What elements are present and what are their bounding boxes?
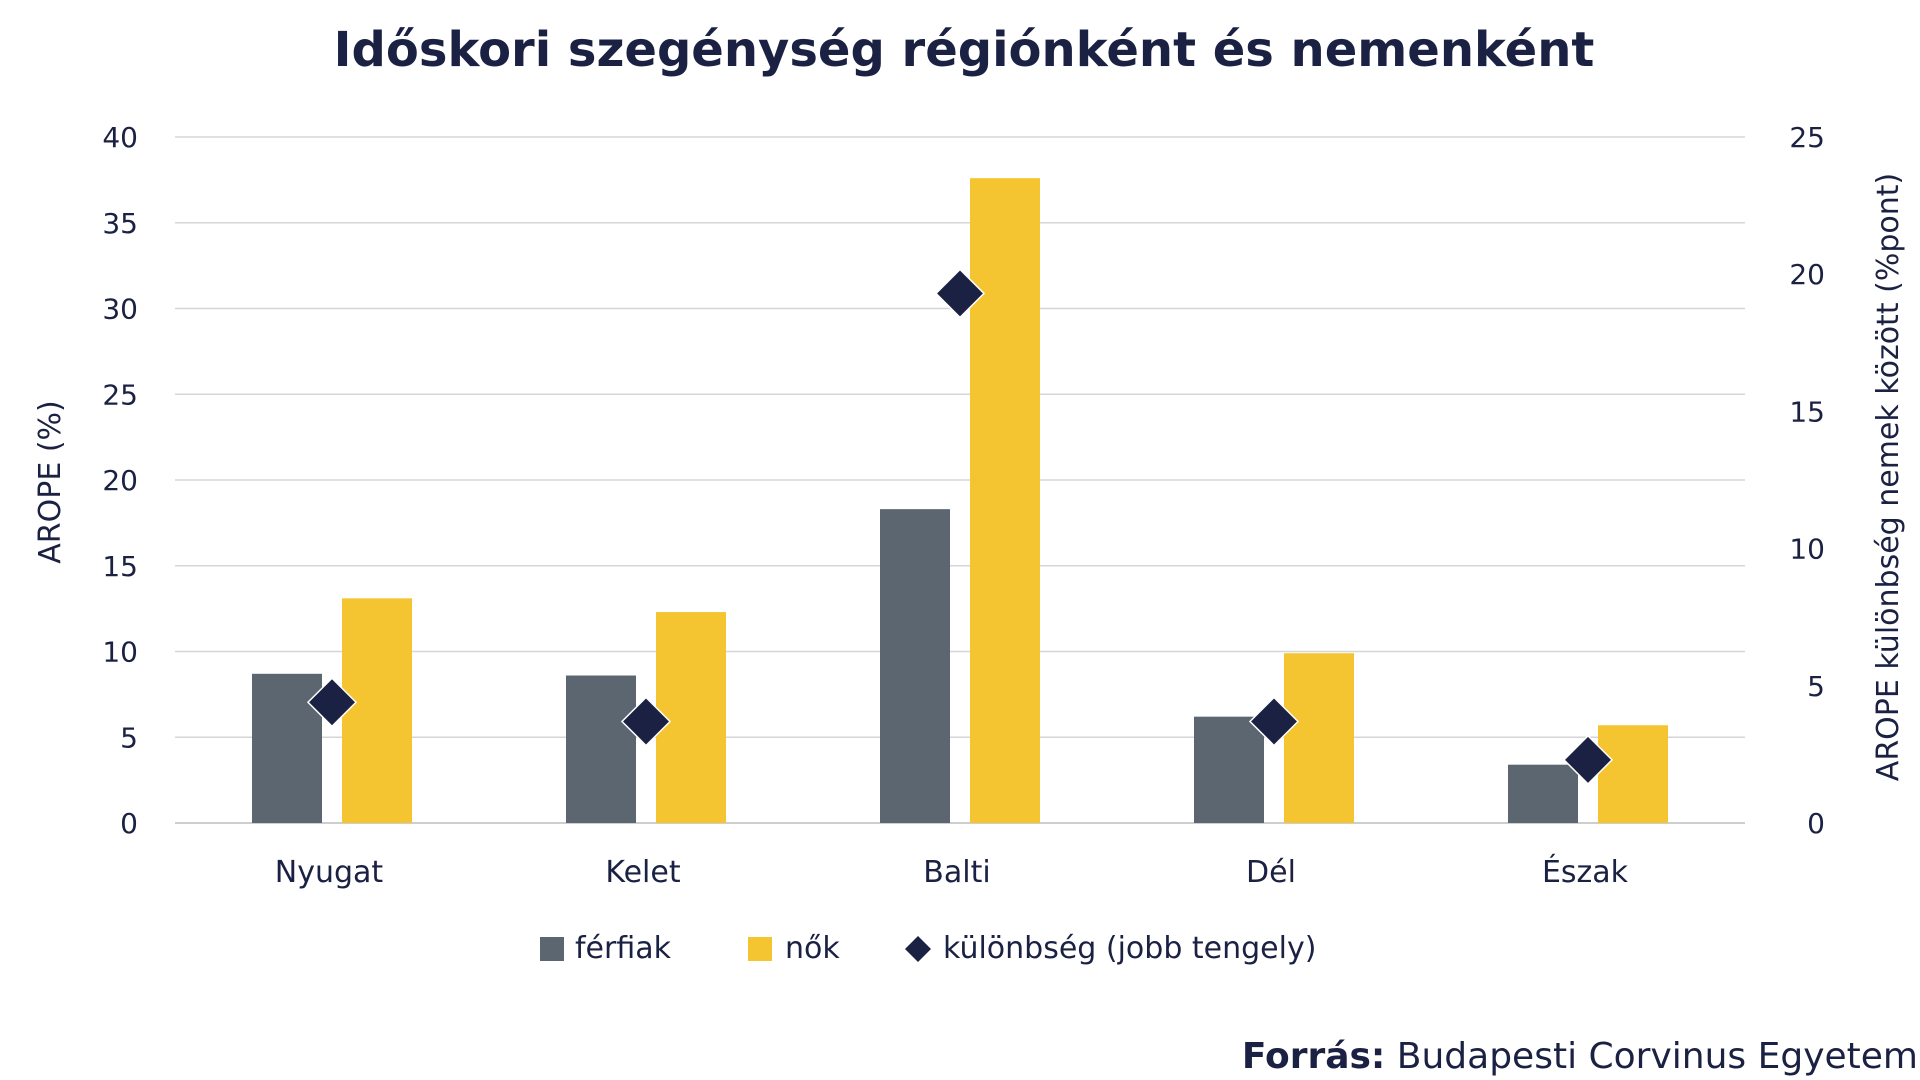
right-axis-ticks: 0 5 10 15 20 25	[1789, 121, 1825, 840]
category-label: Nyugat	[275, 855, 384, 890]
bar-ferfiak	[1508, 764, 1578, 823]
right-tick-label: 10	[1789, 533, 1825, 566]
marker-kulonbseg	[1562, 734, 1614, 785]
left-tick-label: 15	[102, 550, 138, 583]
chart-title: Időskori szegénység régiónként és nemenk…	[334, 22, 1595, 78]
source-note: Forrás: Budapesti Corvinus Egyetem	[1242, 1036, 1918, 1077]
right-tick-label: 25	[1789, 121, 1825, 154]
left-tick-label: 0	[120, 807, 138, 840]
source-label: Forrás:	[1242, 1036, 1386, 1077]
left-axis-title: AROPE (%)	[33, 400, 68, 563]
right-tick-label: 5	[1807, 670, 1825, 703]
bar-ferfiak	[880, 509, 950, 823]
left-tick-label: 20	[102, 464, 138, 497]
left-tick-label: 25	[102, 378, 138, 411]
marker-kulonbseg	[620, 696, 672, 747]
left-tick-label: 10	[102, 636, 138, 669]
category-label: Balti	[923, 855, 990, 890]
right-tick-label: 15	[1789, 395, 1825, 428]
left-tick-label: 5	[120, 721, 138, 754]
marker-kulonbseg	[306, 677, 358, 728]
left-tick-label: 40	[102, 121, 138, 154]
bar-nok	[1284, 653, 1354, 823]
legend-label-nok: nők	[785, 931, 840, 966]
legend-swatch-nok	[748, 937, 772, 961]
difference-markers	[306, 268, 1614, 785]
category-label: Kelet	[605, 855, 680, 890]
left-axis-ticks: 0 5 10 15 20 25 30 35 40	[102, 121, 138, 840]
marker-kulonbseg	[1248, 696, 1300, 747]
left-tick-label: 30	[102, 293, 138, 326]
legend: férfiak nők különbség (jobb tengely)	[540, 931, 1316, 966]
legend-swatch-kulonbseg	[905, 936, 931, 962]
bar-ferfiak	[252, 673, 322, 823]
bar-nok	[342, 598, 412, 823]
bar-nok	[970, 178, 1040, 823]
legend-label-ferfiak: férfiak	[575, 931, 672, 966]
bars	[252, 178, 1668, 823]
right-tick-label: 20	[1789, 258, 1825, 291]
bar-ferfiak	[1194, 716, 1264, 823]
right-axis-title: AROPE különbség nemek között (%pont)	[1871, 173, 1906, 781]
legend-swatch-ferfiak	[540, 937, 564, 961]
legend-label-kulonbseg: különbség (jobb tengely)	[943, 931, 1316, 966]
left-tick-label: 35	[102, 207, 138, 240]
category-labels: Nyugat Kelet Balti Dél Észak	[275, 854, 1629, 890]
bar-nok	[1598, 725, 1668, 823]
bar-nok	[656, 612, 726, 823]
source-text: Budapesti Corvinus Egyetem	[1385, 1036, 1918, 1077]
bar-ferfiak	[566, 675, 636, 823]
gridlines	[175, 136, 1745, 824]
category-label: Dél	[1246, 855, 1296, 890]
right-tick-label: 0	[1807, 807, 1825, 840]
marker-kulonbseg	[934, 268, 986, 319]
category-label: Észak	[1542, 854, 1629, 890]
